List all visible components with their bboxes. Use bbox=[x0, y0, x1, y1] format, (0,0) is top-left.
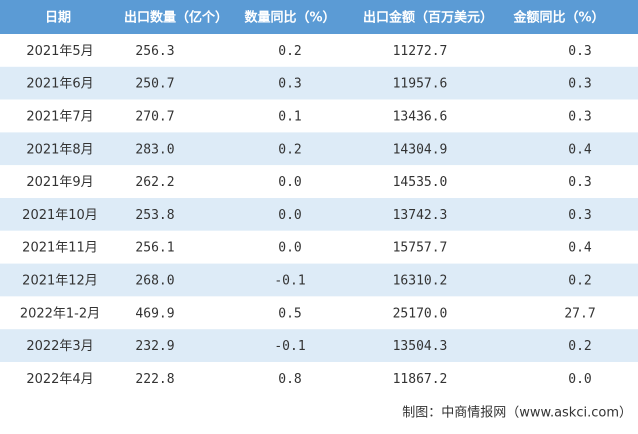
value-cell: 0.5 bbox=[278, 306, 301, 321]
value-cell: 0.4 bbox=[568, 241, 592, 256]
value-cell: 27.7 bbox=[564, 306, 595, 321]
value-cell: 0.2 bbox=[278, 142, 301, 157]
value-cell: 0.3 bbox=[568, 110, 591, 125]
value-cell: 0.4 bbox=[568, 142, 592, 157]
value-cell: 256.1 bbox=[135, 241, 174, 256]
value-cell: 469.9 bbox=[135, 306, 174, 321]
value-cell: 0.0 bbox=[278, 241, 301, 256]
value-cell: 13742.3 bbox=[393, 208, 448, 223]
row-background bbox=[0, 34, 638, 67]
date-cell: 2021年5月 bbox=[26, 44, 93, 59]
value-cell: 25170.0 bbox=[393, 306, 448, 321]
value-cell: 250.7 bbox=[135, 77, 174, 92]
date-cell: 2021年8月 bbox=[26, 142, 93, 157]
value-cell: 0.3 bbox=[568, 77, 591, 92]
value-cell: 0.3 bbox=[568, 208, 591, 223]
header-cell: 日期 bbox=[45, 11, 71, 26]
value-cell: 0.0 bbox=[278, 175, 301, 190]
date-cell: 2022年4月 bbox=[26, 372, 93, 387]
value-cell: 11867.2 bbox=[393, 372, 448, 387]
date-cell: 2021年12月 bbox=[22, 274, 98, 289]
value-cell: 0.2 bbox=[278, 44, 301, 59]
value-cell: 268.0 bbox=[135, 274, 174, 289]
row-background bbox=[0, 329, 638, 362]
value-cell: 0.2 bbox=[568, 274, 591, 289]
value-cell: 0.0 bbox=[568, 372, 591, 387]
value-cell: 283.0 bbox=[135, 142, 174, 157]
date-cell: 2021年6月 bbox=[26, 77, 93, 92]
date-cell: 2021年10月 bbox=[22, 208, 98, 223]
value-cell: -0.1 bbox=[274, 339, 305, 354]
value-cell: 14304.9 bbox=[393, 142, 448, 157]
value-cell: 0.3 bbox=[568, 44, 591, 59]
footer-credit: 制图：中商情报网（www.askci.com） bbox=[402, 406, 632, 421]
header-cell: 金额同比（%） bbox=[512, 10, 604, 26]
value-cell: 0.2 bbox=[568, 339, 591, 354]
row-background bbox=[0, 362, 638, 395]
header-cell: 出口金额（百万美元） bbox=[363, 10, 493, 26]
value-cell: 15757.7 bbox=[393, 241, 448, 256]
row-background bbox=[0, 230, 638, 264]
row-background bbox=[0, 263, 638, 297]
value-cell: 13504.3 bbox=[393, 339, 448, 354]
header-cell: 数量同比（%） bbox=[244, 10, 335, 26]
value-cell: 270.7 bbox=[135, 110, 174, 125]
value-cell: 0.3 bbox=[278, 77, 301, 92]
value-cell: 256.3 bbox=[135, 44, 174, 59]
row-background bbox=[0, 99, 638, 133]
value-cell: 0.8 bbox=[278, 372, 301, 387]
value-cell: 253.8 bbox=[135, 208, 174, 223]
value-cell: 14535.0 bbox=[393, 175, 448, 190]
date-cell: 2021年11月 bbox=[22, 241, 98, 256]
date-cell: 2021年7月 bbox=[26, 110, 93, 125]
header-cell: 出口数量（亿个） bbox=[124, 10, 228, 26]
row-background bbox=[0, 165, 638, 198]
value-cell: 0.0 bbox=[278, 208, 301, 223]
value-cell: 222.8 bbox=[135, 372, 174, 387]
value-cell: -0.1 bbox=[274, 274, 305, 289]
value-cell: 13436.6 bbox=[393, 110, 448, 125]
value-cell: 16310.2 bbox=[393, 274, 448, 289]
row-background bbox=[0, 132, 638, 166]
value-cell: 232.9 bbox=[135, 339, 174, 354]
row-background bbox=[0, 198, 638, 231]
value-cell: 262.2 bbox=[135, 175, 174, 190]
date-cell: 2022年1-2月 bbox=[20, 306, 100, 321]
header-bar bbox=[0, 0, 638, 34]
date-cell: 2021年9月 bbox=[26, 175, 93, 190]
value-cell: 11957.6 bbox=[393, 77, 448, 92]
value-cell: 11272.7 bbox=[393, 44, 448, 59]
row-background bbox=[0, 66, 638, 100]
value-cell: 0.1 bbox=[278, 110, 301, 125]
value-cell: 0.3 bbox=[568, 175, 591, 190]
date-cell: 2022年3月 bbox=[26, 339, 93, 354]
row-background bbox=[0, 296, 638, 330]
